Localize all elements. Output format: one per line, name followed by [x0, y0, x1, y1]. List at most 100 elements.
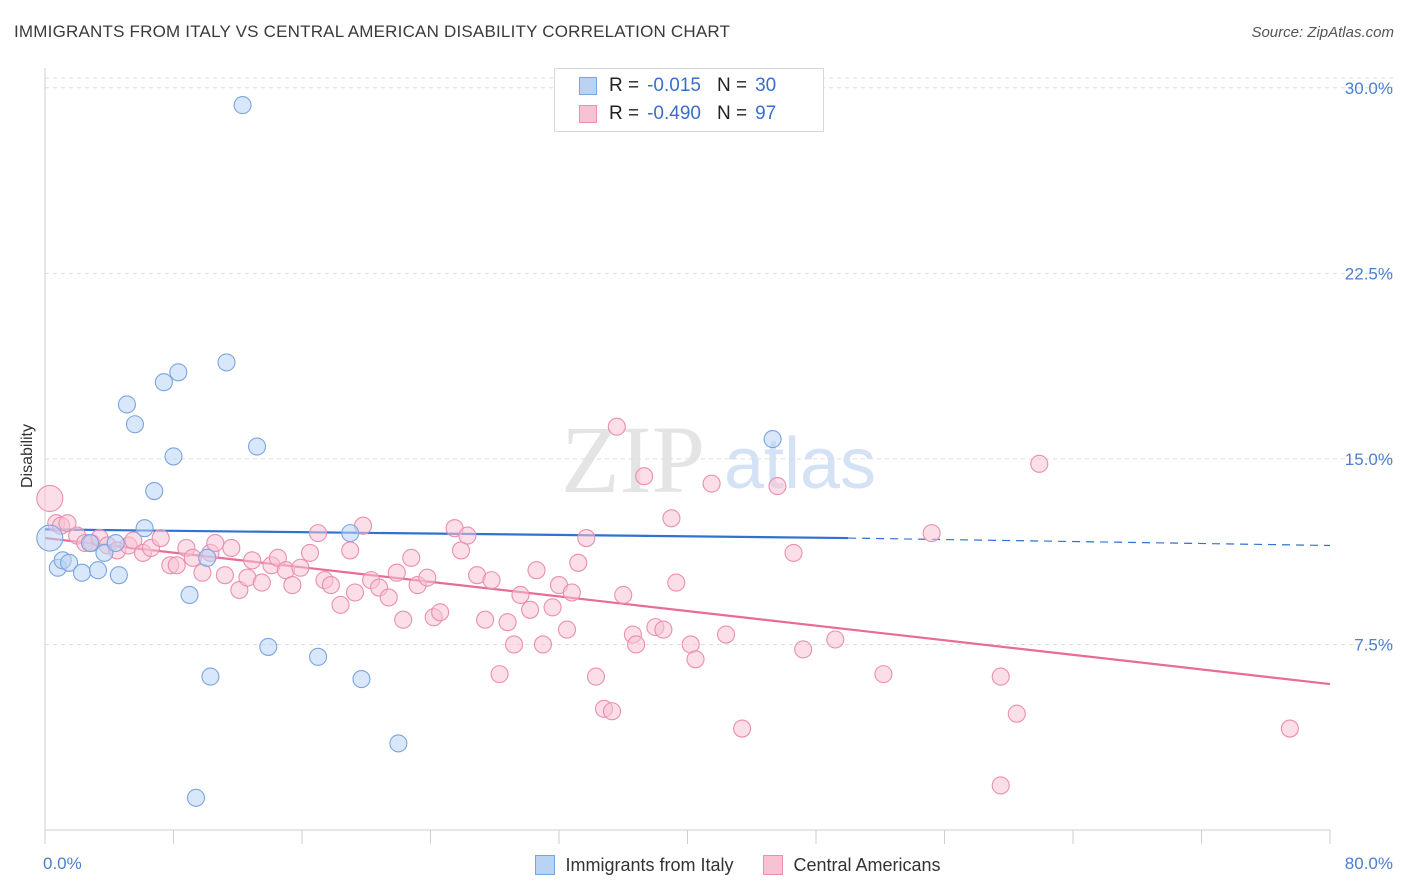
legend-swatch-pink: [763, 855, 784, 875]
central-american-point: [321, 576, 340, 595]
central-american-point: [991, 667, 1010, 686]
central-american-point: [1280, 719, 1299, 738]
y-tick-label: 30.0%: [1345, 79, 1393, 98]
central-american-point: [794, 640, 813, 659]
legend-row-italy: R = -0.015 N = 30: [579, 73, 776, 99]
central-american-point: [614, 585, 633, 605]
central-american-point: [387, 563, 406, 582]
central-american-point: [521, 600, 540, 619]
central-american-point: [569, 553, 588, 572]
italy-point: [88, 561, 108, 580]
italy-point: [164, 447, 183, 466]
italy-trendline-extension: [848, 537, 1331, 547]
central-american-point: [874, 665, 893, 684]
central-american-point: [458, 526, 477, 545]
y-tick-label: 7.5%: [1354, 635, 1393, 654]
central-american-point: [533, 635, 552, 654]
series-legend: Immigrants from Italy Central Americans: [0, 852, 1406, 878]
data-points: [36, 96, 1299, 807]
central-american-point: [222, 538, 241, 558]
legend-swatch-blue: [579, 77, 597, 95]
central-american-point: [283, 576, 302, 595]
central-american-point: [1007, 704, 1026, 723]
watermark-atlas: atlas: [724, 424, 876, 504]
central-american-point: [654, 620, 673, 639]
legend-r-label: R =: [609, 75, 640, 96]
central-american-point: [300, 543, 320, 562]
italy-point: [169, 363, 188, 382]
central-american-point: [602, 702, 622, 721]
italy-point: [135, 519, 154, 538]
central-american-point: [784, 543, 803, 562]
italy-point: [233, 96, 252, 115]
italy-point: [109, 566, 128, 585]
central-american-point: [667, 573, 686, 592]
italy-point: [145, 482, 164, 501]
central-american-point: [379, 588, 398, 607]
italy-point: [259, 637, 278, 656]
italy-point: [763, 430, 782, 449]
legend-r-value: -0.015: [647, 75, 701, 96]
legend-swatch-blue: [535, 855, 556, 875]
italy-point: [247, 437, 267, 456]
central-american-point: [607, 417, 626, 436]
central-american-point: [768, 477, 787, 496]
italy-point: [341, 524, 360, 543]
central-american-point: [577, 529, 596, 548]
axes: [44, 68, 1331, 844]
legend-r-value: -0.490: [647, 103, 701, 124]
central-american-point: [151, 529, 170, 548]
italy-point: [309, 647, 328, 666]
italy-point: [72, 563, 91, 582]
central-american-point: [418, 568, 437, 587]
legend-r-label: R =: [609, 103, 640, 124]
central-american-point: [635, 467, 654, 486]
central-american-point: [504, 635, 524, 654]
central-american-point: [922, 524, 941, 543]
central-american-point: [490, 665, 509, 684]
italy-point: [60, 553, 79, 572]
central-american-point: [206, 533, 225, 553]
central-american-point: [826, 630, 845, 649]
italy-point: [36, 524, 64, 552]
legend-label: Central Americans: [793, 854, 941, 875]
legend-swatch-pink: [579, 105, 597, 123]
central-american-point: [331, 595, 350, 614]
italy-point: [198, 548, 217, 567]
central-american-point: [543, 598, 562, 617]
italy-trendline: [44, 528, 849, 540]
source-label: Source: ZipAtlas.com: [1251, 24, 1394, 41]
x-tick-label: 80.0%: [1345, 854, 1393, 873]
watermark-zip: ZIP: [561, 406, 705, 513]
central-american-point: [252, 573, 271, 592]
italy-point: [106, 533, 125, 553]
legend-n-value: 30: [755, 75, 777, 96]
italy-point: [117, 395, 136, 414]
central-american-point: [431, 603, 450, 622]
chart-title: IMMIGRANTS FROM ITALY VS CENTRAL AMERICA…: [14, 22, 731, 41]
correlation-legend: R = -0.015 N = 30 R = -0.490 N = 97: [554, 68, 824, 132]
tick-labels: 7.5% 15.0% 22.5% 30.0% 0.0% 80.0%: [43, 79, 1393, 873]
central-american-point: [309, 524, 328, 543]
italy-point: [201, 667, 220, 686]
legend-label: Immigrants from Italy: [565, 854, 734, 875]
italy-point: [80, 533, 100, 553]
central-american-point: [586, 667, 605, 686]
legend-row-central-americans: R = -0.490 N = 97: [579, 101, 776, 127]
central-american-point: [341, 541, 360, 560]
italy-point: [180, 585, 199, 605]
central-american-point: [482, 571, 501, 590]
central-american-point: [562, 583, 581, 602]
italy-point: [352, 670, 371, 689]
central-american-point: [124, 531, 143, 550]
central-american-point: [167, 556, 186, 575]
central-american-point: [1030, 454, 1049, 473]
italy-point: [125, 415, 144, 434]
x-tick-label: 0.0%: [43, 854, 82, 873]
central-american-point: [733, 719, 752, 738]
central-american-point: [627, 635, 646, 654]
central-american-point: [498, 613, 517, 632]
central-american-point: [716, 625, 736, 644]
legend-n-label: N =: [716, 75, 748, 96]
italy-point: [389, 734, 408, 753]
